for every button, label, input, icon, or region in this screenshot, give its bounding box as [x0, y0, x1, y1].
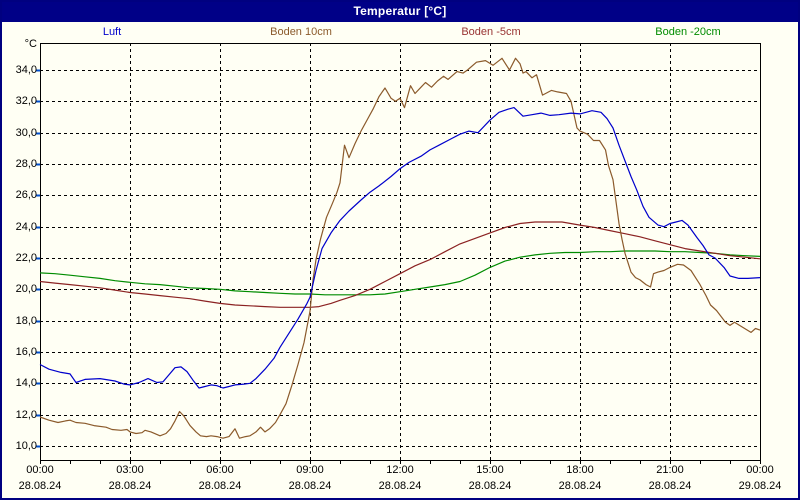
y-tick-label: 16,0: [15, 346, 37, 358]
x-tick-date-label: 28.08.24: [288, 480, 332, 492]
x-tick-time-label: 09:00: [296, 464, 324, 476]
y-tick-label: 10,0: [15, 440, 37, 452]
x-tick-date-label: 28.08.24: [648, 480, 692, 492]
x-tick-date-label: 28.08.24: [558, 480, 602, 492]
x-tick-date-label: 28.08.24: [378, 480, 422, 492]
x-tick-date-label: 28.08.24: [468, 480, 512, 492]
y-tick-label: 34,0: [15, 64, 37, 76]
y-tick-label: 22,0: [15, 252, 37, 264]
legend-item-luft: Luft: [102, 26, 122, 38]
y-tick-label: 18,0: [15, 314, 37, 327]
x-tick-time-label: 00:00: [26, 464, 54, 476]
legend-item-boden-minus5cm: Boden -5cm: [461, 26, 521, 38]
x-tick-time-label: 12:00: [386, 464, 414, 476]
x-tick-time-label: 21:00: [656, 464, 684, 476]
y-tick-label: 24,0: [15, 220, 37, 233]
x-tick-time-label: 06:00: [206, 464, 234, 476]
x-tick-date-label: 29.08.24: [738, 480, 782, 492]
x-tick-time-label: 03:00: [116, 464, 144, 476]
page-title: Temperatur [°C]: [353, 4, 447, 18]
series-line-boden-20cm: [39, 250, 761, 296]
y-tick-label: 14,0: [15, 377, 37, 390]
y-tick-label: 32,0: [15, 95, 37, 108]
chart-legend: Luft Boden 10cm Boden -5cm Boden -20cm: [0, 23, 800, 41]
y-tick-label: 20,0: [15, 283, 37, 296]
series-line-luft: [39, 106, 761, 389]
legend-item-boden-10cm: Boden 10cm: [270, 26, 332, 38]
series-line-boden-5cm: [39, 221, 761, 308]
title-bar: Temperatur [°C]: [0, 0, 800, 22]
y-tick-label: 12,0: [15, 408, 37, 421]
y-tick-label: 26,0: [15, 189, 37, 202]
x-tick-time-label: 15:00: [476, 464, 504, 476]
y-tick-label: 28,0: [15, 158, 37, 170]
x-tick-time-label: 18:00: [566, 464, 594, 476]
x-tick-date-label: 28.08.24: [108, 480, 152, 492]
x-tick-date-label: 28.08.24: [198, 480, 242, 492]
x-tick-time-label: 00:00: [746, 464, 774, 476]
x-tick-date-label: 28.08.24: [18, 480, 62, 492]
y-axis-unit-label: °C: [24, 38, 37, 50]
y-tick-label: 30,0: [15, 126, 37, 139]
legend-item-boden-minus20cm: Boden -20cm: [655, 26, 721, 38]
series-line-boden-10cm: [39, 57, 761, 439]
